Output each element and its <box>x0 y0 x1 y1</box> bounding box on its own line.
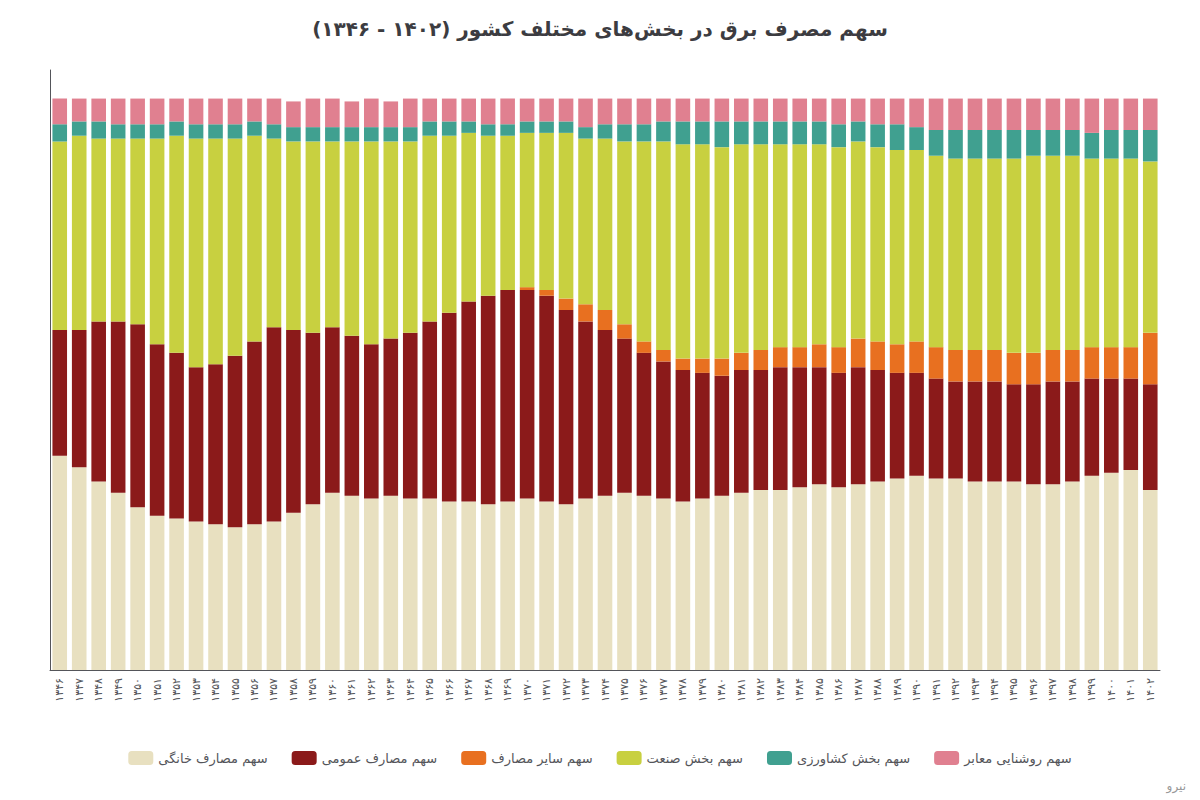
svg-text:۱۳۹۱: ۱۳۹۱ <box>930 678 943 702</box>
svg-text:۱۳۹۲: ۱۳۹۲ <box>949 678 962 702</box>
svg-text:سهم مصارف خانگی: سهم مصارف خانگی <box>158 751 267 767</box>
svg-text:۱۳۹۳: ۱۳۹۳ <box>969 678 982 702</box>
svg-text:۱۴۰۱: ۱۴۰۱ <box>1124 678 1137 702</box>
svg-text:سهم بخش صنعت: سهم بخش صنعت <box>647 751 743 767</box>
svg-text:۱۳۹۸: ۱۳۹۸ <box>1066 678 1079 702</box>
svg-text:۱۳۵۵: ۱۳۵۵ <box>229 678 242 702</box>
svg-text:۱۴۰۲: ۱۴۰۲ <box>1144 678 1157 702</box>
svg-text:۱۳۶۴: ۱۳۶۴ <box>404 678 417 702</box>
svg-text:۱۳۷۱: ۱۳۷۱ <box>540 678 553 702</box>
svg-text:۱۳۴۷: ۱۳۴۷ <box>73 678 86 702</box>
svg-text:۱۳۸۸: ۱۳۸۸ <box>871 678 884 702</box>
svg-text:سهم مصارف عمومی: سهم مصارف عمومی <box>322 751 438 767</box>
svg-text:سهم مصرف برق در بخش‌های مختلف: سهم مصرف برق در بخش‌های مختلف کشور (۱۴۰۲… <box>312 17 888 41</box>
svg-text:۱۳۷۰: ۱۳۷۰ <box>521 678 534 702</box>
svg-text:۱۳۸۶: ۱۳۸۶ <box>832 678 845 702</box>
svg-text:۱۳۸۹: ۱۳۸۹ <box>891 678 904 702</box>
svg-text:۱۴۰۰: ۱۴۰۰ <box>1105 678 1118 702</box>
svg-text:۱۳۴۶: ۱۳۴۶ <box>53 678 66 702</box>
svg-text:۱۳۹۹: ۱۳۹۹ <box>1085 678 1098 702</box>
svg-text:۱۳۶۰: ۱۳۶۰ <box>326 678 339 702</box>
svg-text:۱۳۵۷: ۱۳۵۷ <box>267 678 280 702</box>
svg-text:۱۳۷۸: ۱۳۷۸ <box>676 678 689 702</box>
svg-text:۱۳۵۶: ۱۳۵۶ <box>248 678 261 702</box>
svg-text:۱۳۶۲: ۱۳۶۲ <box>365 678 378 702</box>
svg-text:سهم روشنایی معابر: سهم روشنایی معابر <box>963 751 1072 767</box>
svg-text:سهم سایر مصارف: سهم سایر مصارف <box>491 751 592 767</box>
svg-text:۱۳۵۹: ۱۳۵۹ <box>306 678 319 702</box>
svg-text:نیرو: نیرو <box>1166 779 1186 794</box>
svg-text:۱۳۶۹: ۱۳۶۹ <box>501 678 514 702</box>
svg-text:سهم بخش کشاورزی: سهم بخش کشاورزی <box>797 751 910 767</box>
svg-text:۱۳۹۰: ۱۳۹۰ <box>910 678 923 702</box>
svg-text:۱۳۷۹: ۱۳۷۹ <box>696 678 709 702</box>
svg-text:۱۳۹۶: ۱۳۹۶ <box>1027 678 1040 702</box>
svg-text:۱۳۵۴: ۱۳۵۴ <box>209 678 222 702</box>
svg-text:۱۳۷۴: ۱۳۷۴ <box>599 678 612 702</box>
svg-text:۱۳۹۷: ۱۳۹۷ <box>1046 678 1059 702</box>
svg-text:۱۳۶۸: ۱۳۶۸ <box>482 678 495 702</box>
svg-text:۱۳۶۷: ۱۳۶۷ <box>462 678 475 702</box>
svg-text:۱۳۵۲: ۱۳۵۲ <box>170 678 183 702</box>
svg-text:۱۳۷۷: ۱۳۷۷ <box>657 678 670 702</box>
svg-text:۱۳۵۳: ۱۳۵۳ <box>190 678 203 702</box>
svg-text:۱۳۴۸: ۱۳۴۸ <box>92 678 105 702</box>
svg-text:۱۳۶۵: ۱۳۶۵ <box>423 678 436 702</box>
svg-text:۱۳۸۱: ۱۳۸۱ <box>735 678 748 702</box>
svg-text:۱۳۶۶: ۱۳۶۶ <box>443 678 456 702</box>
svg-text:۱۳۸۵: ۱۳۸۵ <box>813 678 826 702</box>
svg-text:۱۳۸۴: ۱۳۸۴ <box>793 678 806 702</box>
svg-text:۱۳۷۵: ۱۳۷۵ <box>618 678 631 702</box>
svg-text:۱۳۸۰: ۱۳۸۰ <box>715 678 728 702</box>
svg-text:۱۳۸۷: ۱۳۸۷ <box>852 678 865 702</box>
svg-text:۱۳۹۵: ۱۳۹۵ <box>1007 678 1020 702</box>
svg-text:۱۳۵۸: ۱۳۵۸ <box>287 678 300 702</box>
svg-text:۱۳۷۶: ۱۳۷۶ <box>637 678 650 702</box>
svg-text:۱۳۴۹: ۱۳۴۹ <box>112 678 125 702</box>
svg-text:۱۳۷۳: ۱۳۷۳ <box>579 678 592 702</box>
svg-text:۱۳۷۲: ۱۳۷۲ <box>560 678 573 702</box>
svg-text:۱۳۸۳: ۱۳۸۳ <box>774 678 787 702</box>
svg-text:۱۳۸۲: ۱۳۸۲ <box>754 678 767 702</box>
svg-text:۱۳۵۱: ۱۳۵۱ <box>151 678 164 702</box>
svg-text:۱۳۶۱: ۱۳۶۱ <box>345 678 358 702</box>
svg-text:۱۳۹۴: ۱۳۹۴ <box>988 678 1001 702</box>
svg-text:۱۳۶۳: ۱۳۶۳ <box>384 678 397 702</box>
svg-text:۱۳۵۰: ۱۳۵۰ <box>131 678 144 702</box>
